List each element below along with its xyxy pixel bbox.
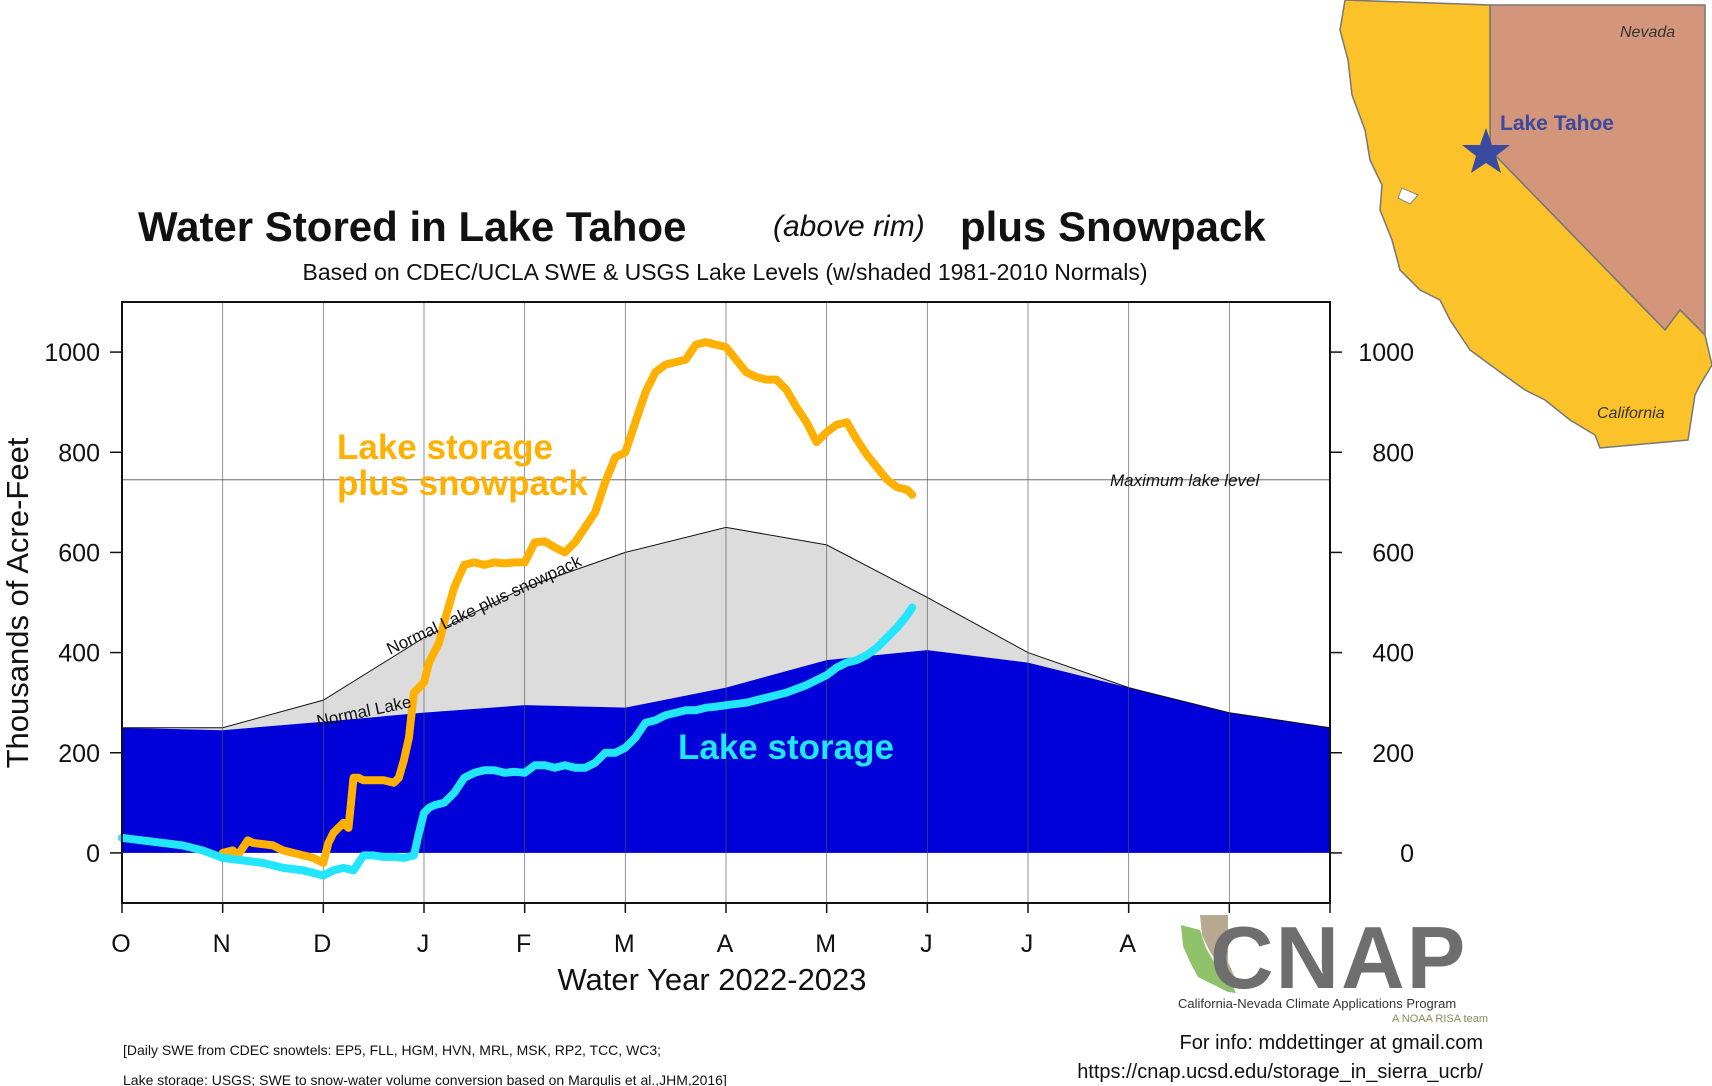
x-axis-label: Water Year 2022-2023 — [557, 962, 866, 997]
series-label-lake-plus-snow-2: plus snowpack — [337, 464, 588, 503]
chart-title: Water Stored in Lake Tahoe — [138, 203, 686, 250]
y-tick-label-right: 800 — [1372, 439, 1414, 467]
y-tick-label-left: 400 — [58, 640, 100, 668]
map-california-shape — [1339, 0, 1712, 449]
plot-frame — [110, 301, 1342, 913]
max-lake-level-label: Maximum lake level — [1110, 471, 1260, 490]
x-tick-label: N — [213, 930, 231, 958]
cnap-logo: CNAP California-Nevada Climate Applicati… — [1178, 908, 1488, 1025]
x-tick-label: O — [111, 930, 130, 958]
y-tick-label-right: 0 — [1400, 840, 1414, 868]
x-tick-label: A — [1119, 930, 1136, 958]
x-tick-label: M — [815, 930, 836, 958]
x-tick-label: J — [417, 930, 430, 958]
map-label-lake-tahoe: Lake Tahoe — [1500, 112, 1614, 135]
x-tick-label: J — [1021, 930, 1034, 958]
y-tick-label-left: 0 — [86, 840, 100, 868]
y-tick-label-right: 600 — [1372, 539, 1414, 567]
y-tick-label-left: 800 — [58, 439, 100, 467]
x-tick-label: F — [516, 930, 531, 958]
grid-lines — [122, 302, 1330, 903]
y-tick-label-left: 1000 — [44, 339, 100, 367]
contact-info: For info: mddettinger at gmail.com — [1180, 1032, 1483, 1054]
inset-map: Nevada California Lake Tahoe — [1339, 0, 1712, 449]
x-tick-label: M — [614, 930, 635, 958]
footnote-line-2: Lake storage: USGS; SWE to snow-water vo… — [123, 1072, 727, 1086]
y-tick-label-left: 200 — [58, 740, 100, 768]
y-axis-left-ticks: 0 200 400 600 800 1000 — [44, 339, 100, 868]
chart-title-qualifier: (above rim) — [773, 210, 925, 243]
chart-title-suffix: plus Snowpack — [960, 203, 1266, 250]
url-link[interactable]: https://cnap.ucsd.edu/storage_in_sierra_… — [1077, 1061, 1483, 1083]
y-tick-label-right: 400 — [1372, 640, 1414, 668]
cnap-logo-nevada-shape — [1200, 915, 1236, 980]
x-tick-label: J — [920, 930, 933, 958]
map-label-nevada: Nevada — [1620, 24, 1675, 41]
cnap-team: A NOAA RISA team — [1392, 1013, 1488, 1025]
map-label-california: California — [1597, 405, 1665, 422]
y-axis-label: Thousands of Acre-Feet — [0, 437, 35, 768]
chart-subtitle: Based on CDEC/UCLA SWE & USGS Lake Level… — [302, 259, 1147, 285]
x-tick-label: A — [717, 930, 734, 958]
y-tick-label-left: 600 — [58, 539, 100, 567]
cnap-logo-california-shape — [1181, 925, 1236, 993]
y-axis-right-ticks: 0 200 400 600 800 1000 — [1358, 339, 1414, 868]
series-label-lake-plus-snow-1: Lake storage — [337, 428, 553, 467]
cnap-logo-text: CNAP — [1210, 908, 1467, 1007]
cnap-program-name: California-Nevada Climate Applications P… — [1178, 996, 1456, 1011]
x-tick-label: D — [313, 930, 331, 958]
series-lake-storage-line — [118, 603, 917, 880]
map-bay-inlet — [1397, 187, 1419, 205]
series-lake-plus-snowpack-line — [218, 338, 917, 867]
lake-tahoe-star-icon — [1462, 128, 1510, 173]
footnote-line-1: [Daily SWE from CDEC snowtels: EP5, FLL,… — [123, 1042, 661, 1058]
y-tick-label-right: 200 — [1372, 740, 1414, 768]
series-lines — [118, 338, 917, 880]
y-tick-label-right: 1000 — [1358, 339, 1414, 367]
series-label-lake-storage: Lake storage — [678, 728, 894, 767]
